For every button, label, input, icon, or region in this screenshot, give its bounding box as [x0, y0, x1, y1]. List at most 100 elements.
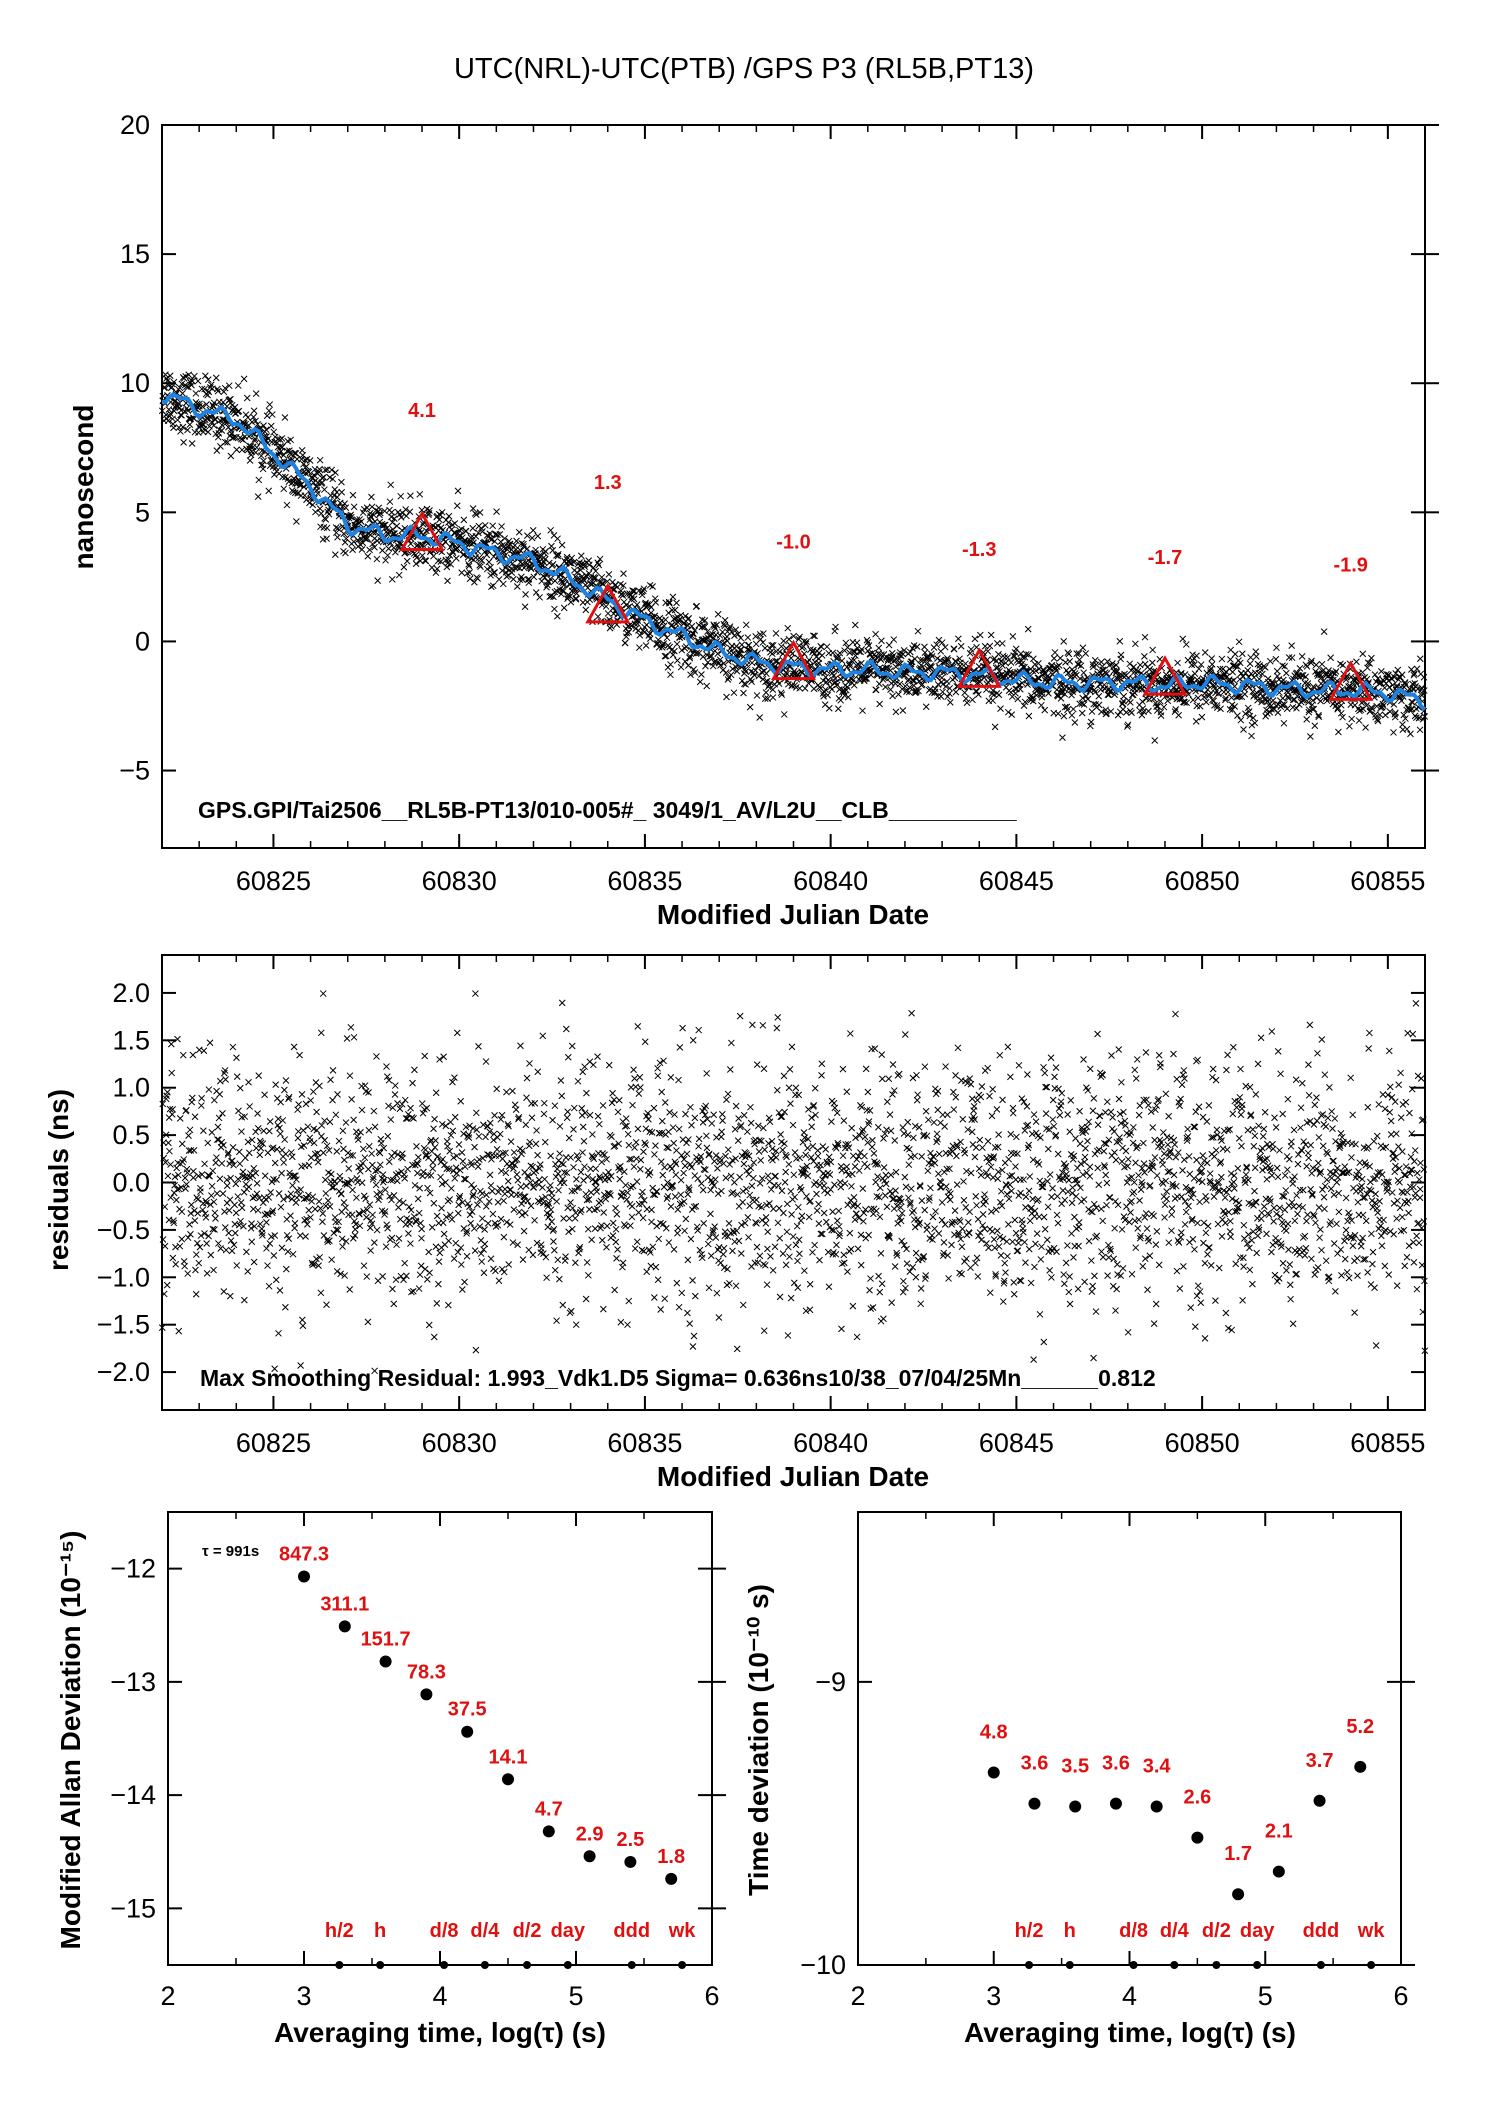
timing-data-point — [469, 524, 477, 532]
residuals-data-point — [490, 1136, 497, 1144]
timing-x-tick-label: 60825 — [236, 866, 311, 896]
timing-data-point — [1416, 726, 1424, 734]
residuals-data-point — [806, 1280, 814, 1288]
residuals-data-point — [546, 1186, 553, 1193]
residuals-data-point — [393, 1177, 401, 1185]
residuals-data-point — [566, 1215, 573, 1222]
timing-data-point — [240, 375, 248, 383]
residuals-data-point — [504, 1177, 512, 1185]
residuals-data-point — [543, 1274, 550, 1282]
residuals-data-point — [719, 1250, 727, 1258]
residuals-data-point — [581, 1163, 588, 1171]
timing-data-point — [310, 471, 318, 479]
residuals-data-point — [368, 1161, 376, 1169]
timing-data-point — [366, 546, 373, 554]
timing-data-point — [438, 508, 446, 516]
residuals-data-point — [521, 1209, 529, 1217]
residuals-data-point — [244, 1268, 252, 1275]
timing-data-point — [501, 552, 509, 559]
residuals-data-point — [401, 1259, 409, 1267]
timing-data-point — [203, 401, 210, 408]
residuals-data-point — [186, 1220, 193, 1228]
timing-data-point — [716, 632, 724, 639]
timing-data-point — [795, 635, 803, 643]
residuals-data-point — [197, 1184, 204, 1192]
residuals-data-point — [192, 1266, 199, 1274]
residuals-data-point — [639, 1188, 646, 1196]
timing-data-point — [252, 390, 260, 397]
residuals-data-point — [298, 1091, 306, 1098]
residuals-data-point — [567, 1154, 575, 1161]
residuals-data-point — [859, 1126, 867, 1133]
residuals-data-point — [253, 1180, 261, 1187]
timing-data-point — [523, 532, 531, 540]
residuals-data-point — [531, 1216, 538, 1224]
residuals-data-point — [290, 1043, 298, 1051]
residuals-data-point — [245, 1149, 253, 1157]
residuals-data-point — [833, 1241, 840, 1249]
residuals-data-point — [780, 1209, 787, 1217]
residuals-data-point — [282, 1077, 290, 1084]
timing-data-point — [669, 593, 677, 601]
residuals-data-point — [210, 1266, 217, 1274]
timing-data-point — [469, 505, 477, 512]
residuals-data-point — [358, 1106, 366, 1114]
timing-data-point — [1141, 653, 1148, 660]
residuals-data-point — [445, 1301, 452, 1309]
timing-data-point — [345, 514, 353, 522]
timing-data-point — [1132, 640, 1139, 648]
timing-marker-label: 1.3 — [594, 472, 622, 494]
timing-data-point — [1160, 703, 1168, 711]
residuals-data-point — [712, 1152, 720, 1159]
residuals-data-point — [724, 1090, 732, 1098]
residuals-data-point — [711, 1157, 718, 1165]
residuals-data-point — [278, 1169, 285, 1177]
residuals-data-point — [523, 1074, 531, 1082]
timing-data-point — [633, 601, 641, 608]
residuals-data-point — [663, 1195, 671, 1202]
residuals-data-point — [735, 1237, 743, 1245]
timing-data-point — [906, 648, 914, 656]
residuals-data-point — [695, 1135, 703, 1143]
timing-data-point — [931, 685, 939, 693]
residuals-data-point — [583, 1259, 591, 1266]
residuals-data-point — [703, 1144, 711, 1152]
residuals-data-point — [570, 1104, 578, 1112]
residuals-data-point — [702, 1102, 710, 1110]
timing-data-point — [493, 508, 500, 515]
residuals-data-point — [611, 1286, 619, 1294]
timing-data-point — [454, 487, 462, 495]
residuals-data-point — [795, 1236, 803, 1244]
timing-data-point — [167, 410, 174, 417]
residuals-data-point — [844, 1268, 851, 1276]
timing-data-point — [1288, 642, 1296, 649]
residuals-data-point — [484, 1122, 492, 1130]
timing-data-point — [530, 573, 538, 581]
timing-data-point — [320, 473, 327, 481]
timing-data-point — [358, 546, 366, 553]
residuals-data-point — [228, 1157, 236, 1165]
timing-data-point — [1235, 638, 1243, 646]
residuals-data-point — [631, 1144, 638, 1151]
residuals-data-point — [749, 1021, 756, 1029]
residuals-data-point — [421, 1052, 429, 1060]
timing-x-tick-label: 60850 — [1165, 866, 1240, 896]
residuals-data-point — [577, 1206, 585, 1214]
timing-data-point — [823, 643, 831, 651]
timing-data-point — [1420, 673, 1428, 681]
residuals-data-point — [329, 1096, 336, 1104]
residuals-data-point — [546, 1211, 554, 1219]
timing-data-point — [238, 435, 245, 443]
residuals-data-point — [773, 1086, 781, 1094]
timing-data-point — [619, 592, 627, 599]
residuals-data-point — [699, 1119, 707, 1126]
residuals-data-point — [495, 1277, 503, 1285]
timing-data-point — [890, 636, 898, 643]
timing-data-point — [239, 436, 247, 444]
residuals-data-point — [773, 1024, 781, 1032]
timing-data-point — [805, 656, 813, 664]
timing-data-point — [428, 564, 436, 571]
timing-data-point — [175, 400, 183, 408]
residuals-data-point — [736, 1012, 744, 1020]
residuals-data-point — [876, 1288, 884, 1296]
